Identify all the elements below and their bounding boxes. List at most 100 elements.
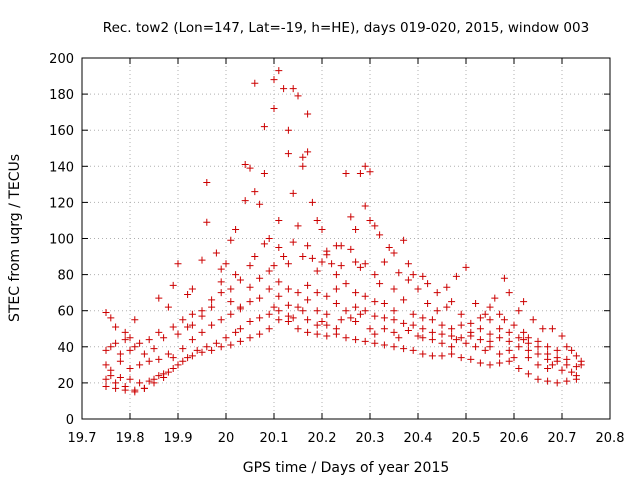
data-point <box>256 200 264 208</box>
data-point <box>236 325 244 333</box>
data-point <box>265 310 273 318</box>
data-point <box>352 336 360 344</box>
x-tick-label: 20 <box>218 431 235 446</box>
data-point <box>155 355 163 363</box>
data-point <box>419 314 427 322</box>
data-point <box>169 323 177 331</box>
data-point <box>284 285 292 293</box>
data-point <box>222 334 230 342</box>
y-tick-label: 20 <box>57 377 74 392</box>
data-point <box>371 339 379 347</box>
data-point <box>347 245 355 253</box>
data-point <box>198 312 206 320</box>
data-point <box>136 339 144 347</box>
data-point <box>448 332 456 340</box>
data-point <box>472 343 480 351</box>
data-point <box>217 265 225 273</box>
data-point <box>212 249 220 257</box>
data-point <box>121 386 129 394</box>
data-point <box>510 321 518 329</box>
data-point <box>539 325 547 333</box>
data-point <box>520 336 528 344</box>
data-point <box>332 330 340 338</box>
data-point <box>476 314 484 322</box>
data-point <box>313 216 321 224</box>
data-point <box>299 253 307 261</box>
data-point <box>155 372 163 380</box>
data-point <box>246 262 254 270</box>
data-point <box>232 225 240 233</box>
data-point <box>467 328 475 336</box>
data-point <box>212 339 220 347</box>
data-point <box>380 314 388 322</box>
data-point <box>275 67 283 75</box>
x-tick-labels: 19.7 19.8 19.9 20 20.1 20.2 20.3 20.4 20.5 20.6 20… <box>68 431 625 446</box>
x-tick-label: 20.5 <box>452 431 481 446</box>
data-point <box>217 289 225 297</box>
data-point <box>294 325 302 333</box>
data-point <box>208 303 216 311</box>
data-point <box>337 262 345 270</box>
y-tick-label: 80 <box>57 269 74 284</box>
data-point <box>270 262 278 270</box>
data-point <box>203 179 211 187</box>
data-point <box>299 307 307 315</box>
data-point <box>227 285 235 293</box>
data-point <box>520 328 528 336</box>
data-point <box>323 251 331 259</box>
data-point <box>160 334 168 342</box>
data-point <box>505 346 513 354</box>
data-point <box>280 85 288 93</box>
data-point <box>491 294 499 302</box>
data-point <box>390 328 398 336</box>
data-point <box>246 334 254 342</box>
data-point <box>443 283 451 291</box>
data-point <box>553 346 561 354</box>
y-tick-label: 200 <box>49 52 74 67</box>
data-point <box>323 321 331 329</box>
data-point <box>131 316 139 324</box>
data-point <box>577 361 585 369</box>
data-point <box>395 269 403 277</box>
y-tick-label: 140 <box>49 160 74 175</box>
data-point <box>371 271 379 279</box>
data-point <box>174 361 182 369</box>
data-point <box>318 258 326 266</box>
data-point <box>318 225 326 233</box>
data-point <box>150 345 158 353</box>
data-point <box>169 354 177 362</box>
x-tick-label: 20.2 <box>308 431 337 446</box>
data-point <box>390 285 398 293</box>
data-point <box>256 274 264 282</box>
data-point <box>236 337 244 345</box>
data-point <box>419 334 427 342</box>
data-point <box>414 332 422 340</box>
data-point <box>236 305 244 313</box>
data-point <box>270 76 278 84</box>
data-point <box>371 222 379 230</box>
data-point <box>188 285 196 293</box>
data-point <box>116 357 124 365</box>
data-point <box>304 242 312 250</box>
data-point <box>534 375 542 383</box>
data-point <box>515 307 523 315</box>
data-point <box>457 334 465 342</box>
data-point <box>323 332 331 340</box>
data-point <box>544 377 552 385</box>
data-point <box>299 153 307 161</box>
data-point <box>102 383 110 391</box>
data-point <box>352 258 360 266</box>
data-point <box>284 260 292 268</box>
data-point <box>102 309 110 317</box>
data-point <box>246 318 254 326</box>
data-point <box>275 292 283 300</box>
data-point <box>241 160 249 168</box>
data-point <box>380 258 388 266</box>
grid <box>82 58 610 419</box>
data-point <box>361 202 369 210</box>
data-point <box>179 357 187 365</box>
data-point <box>313 321 321 329</box>
data-point <box>313 289 321 297</box>
data-point <box>352 225 360 233</box>
